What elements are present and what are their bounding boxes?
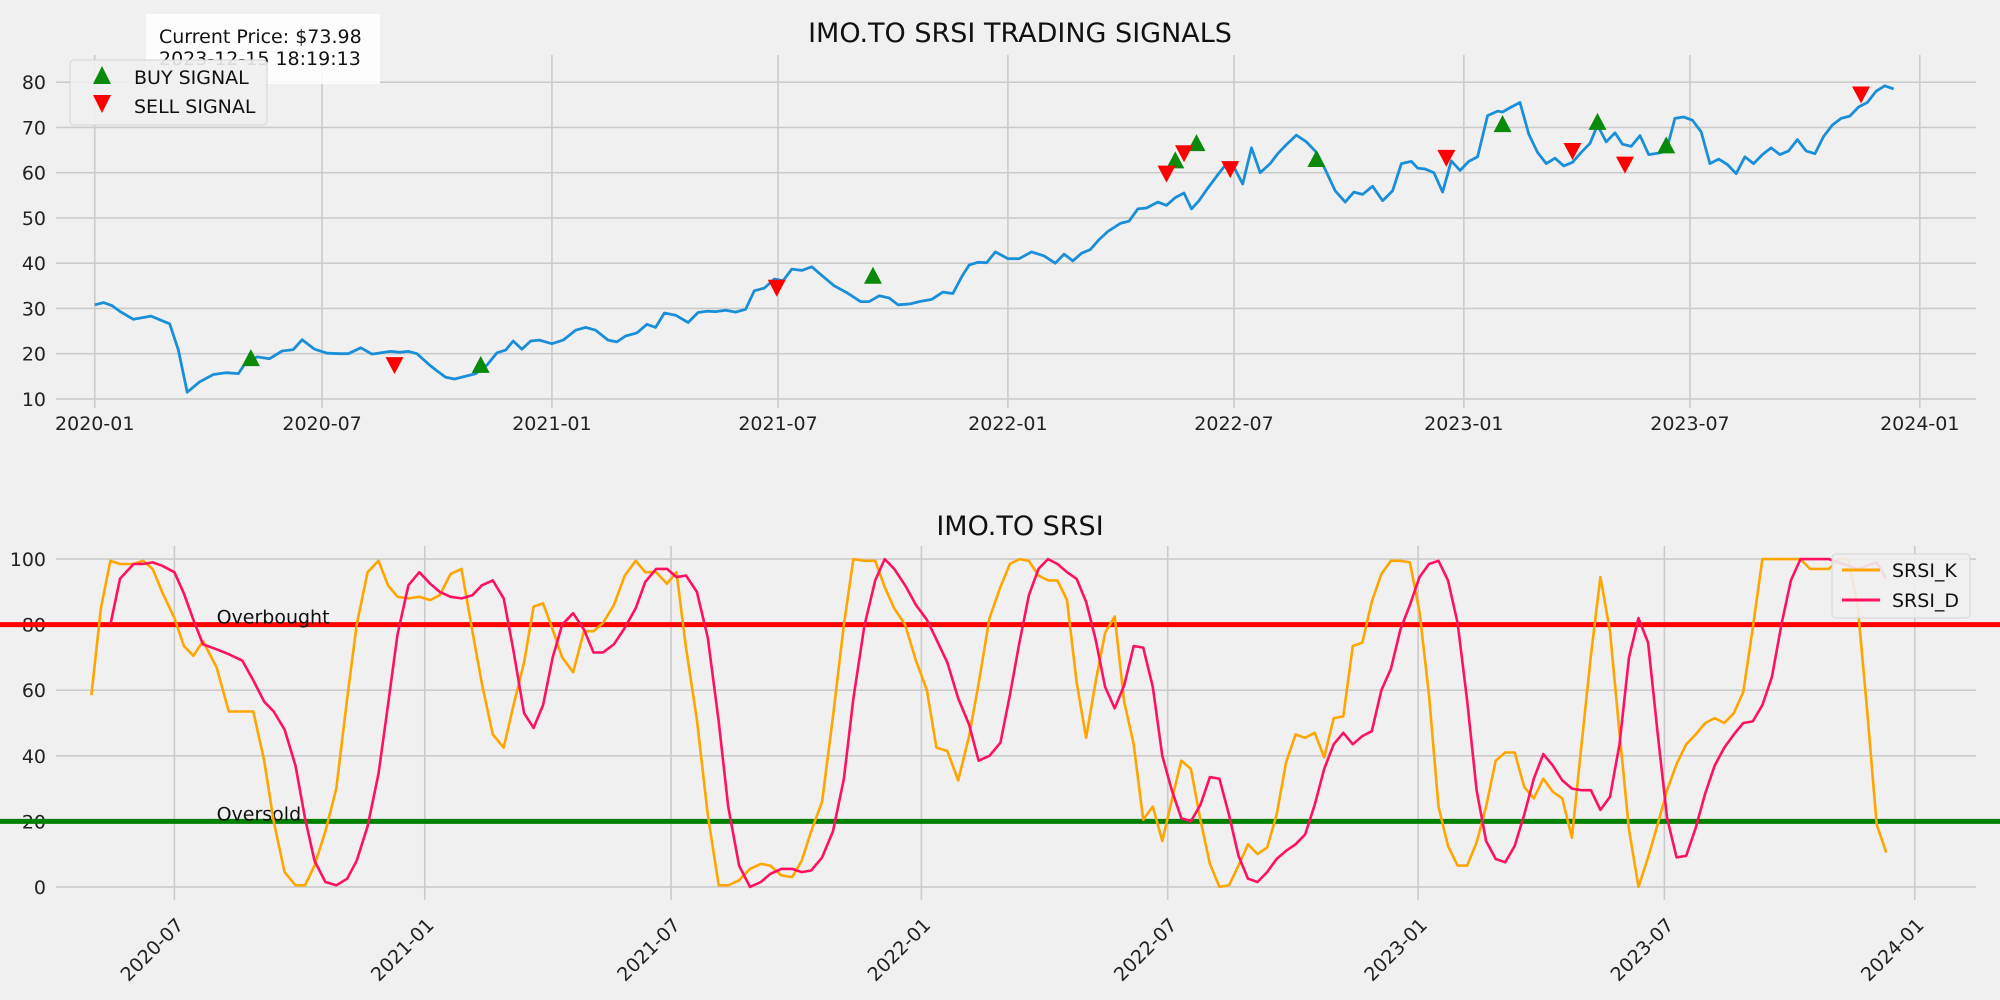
price-y-tick: 50	[22, 208, 46, 230]
legend-srsi-d-label: SRSI_D	[1892, 590, 1959, 612]
legend-sell-signal-label: SELL SIGNAL	[134, 96, 256, 118]
srsi-x-tick: 2022-01	[864, 914, 936, 986]
srsi-y-tick: 100	[10, 549, 46, 571]
price-legend: BUY SIGNAL SELL SIGNAL	[69, 59, 268, 126]
sell-signal-marker	[1852, 86, 1871, 104]
srsi-d-line	[109, 557, 1888, 889]
srsi-x-tick: 2022-07	[1110, 914, 1182, 986]
buy-signal-marker	[1657, 136, 1676, 154]
price-x-tick: 2022-01	[968, 413, 1047, 435]
buy-signal-markers	[241, 112, 1676, 373]
srsi-x-tick-labels: 2020-07 2021-01 2021-07 2022-01 2022-07 2023-…	[116, 914, 1928, 986]
sell-signal-marker	[385, 357, 404, 375]
price-y-tick: 30	[22, 298, 46, 320]
price-y-tick: 40	[22, 253, 46, 275]
sell-signal-marker	[767, 279, 786, 297]
price-line	[94, 84, 1895, 394]
sell-signal-markers	[385, 86, 1871, 375]
sell-signal-marker	[1615, 156, 1634, 174]
price-plot-area	[56, 55, 1976, 408]
buy-signal-marker	[1166, 151, 1185, 169]
price-y-tick: 70	[22, 117, 46, 139]
legend-buy-signal-label: BUY SIGNAL	[134, 67, 249, 89]
srsi-y-tick: 40	[22, 746, 46, 768]
price-y-tick: 20	[22, 344, 46, 366]
price-x-tick: 2023-01	[1424, 413, 1503, 435]
price-y-tick-labels: 10 20 30 40 50 60 70 80	[22, 72, 46, 411]
current-price-text: Current Price: $73.98	[159, 26, 362, 48]
legend-srsi-k-label: SRSI_K	[1892, 560, 1957, 582]
buy-signal-marker	[1493, 115, 1512, 133]
price-x-tick: 2020-01	[55, 413, 134, 435]
srsi-x-tick: 2021-07	[613, 914, 685, 986]
srsi-y-tick: 60	[22, 680, 46, 702]
buy-signal-marker	[1588, 112, 1607, 130]
srsi-y-tick: 0	[34, 877, 46, 899]
srsi-chart: 020406080100 2020-072021-012021-072022-0…	[0, 511, 2000, 986]
sell-signal-marker	[1221, 161, 1240, 179]
price-x-tick: 2020-07	[282, 413, 361, 435]
price-x-tick-labels: 2020-01 2020-07 2021-01 2021-07 2022-01 2022-…	[55, 413, 1959, 435]
price-x-tick: 2024-01	[1880, 413, 1959, 435]
sell-signal-marker	[1437, 149, 1456, 167]
buy-signal-marker	[471, 355, 490, 373]
srsi-x-tick: 2023-01	[1360, 914, 1432, 986]
overbought-label: Overbought	[217, 607, 330, 629]
price-x-tick: 2022-07	[1194, 413, 1273, 435]
srsi-x-tick: 2020-07	[116, 914, 188, 986]
srsi-x-tick: 2021-01	[367, 914, 439, 986]
sell-signal-marker	[1157, 165, 1176, 183]
buy-signal-marker	[241, 349, 260, 367]
price-y-tick: 80	[22, 72, 46, 94]
price-y-tick: 60	[22, 163, 46, 185]
srsi-x-tick: 2023-07	[1606, 914, 1678, 986]
srsi-chart-title: IMO.TO SRSI	[936, 511, 1103, 542]
buy-signal-marker	[863, 266, 882, 284]
price-x-tick: 2021-07	[738, 413, 817, 435]
srsi-x-tick: 2024-01	[1857, 914, 1929, 986]
legend-sell-signal-icon	[93, 95, 111, 113]
price-x-tick: 2023-07	[1650, 413, 1729, 435]
sell-signal-marker	[1563, 143, 1582, 161]
price-x-tick: 2021-01	[512, 413, 591, 435]
price-y-tick: 10	[22, 389, 46, 411]
srsi-k-line	[90, 557, 1888, 889]
sell-signal-marker	[1175, 145, 1194, 163]
buy-signal-marker	[1307, 149, 1326, 167]
srsi-legend: SRSI_K SRSI_D	[1831, 553, 1971, 619]
price-chart-title: IMO.TO SRSI TRADING SIGNALS	[808, 18, 1232, 49]
srsi-y-tick-labels: 020406080100	[10, 549, 46, 899]
legend-buy-signal-icon	[93, 66, 111, 84]
oversold-label: Oversold	[217, 803, 302, 825]
